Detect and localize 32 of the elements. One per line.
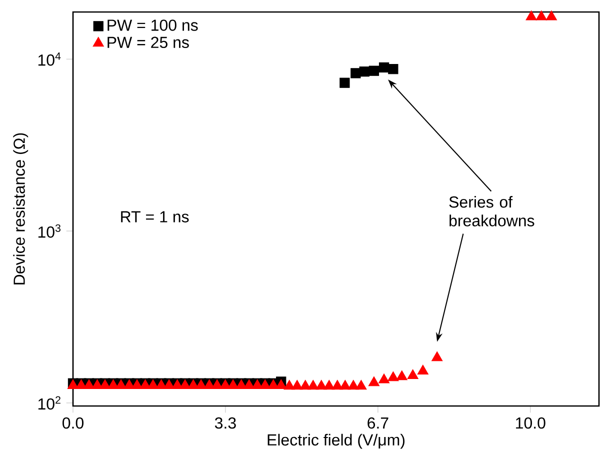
legend-label: PW = 25 ns: [108, 36, 189, 48]
point: [368, 66, 380, 76]
point: [432, 351, 443, 362]
point: [300, 380, 311, 390]
point: [417, 364, 428, 375]
point: [292, 380, 303, 390]
y-axis-title: Device resistance (Ω): [13, 133, 28, 284]
point: [368, 376, 380, 386]
point: [388, 64, 398, 74]
point: [276, 379, 287, 390]
x-tick-label: 6.7: [368, 417, 388, 429]
point: [356, 380, 367, 390]
point: [340, 78, 350, 88]
point: [378, 374, 390, 384]
y-tick-label: 10$^{2}$: [38, 396, 60, 410]
point: [388, 371, 399, 382]
annotation: RT = 1 ns: [121, 211, 189, 222]
annotation: Series of breakdowns: [449, 196, 534, 226]
y-tick-label: 10$^{4}$: [38, 52, 61, 66]
point: [396, 370, 408, 380]
point: [284, 380, 295, 390]
legend-label: PW = 100 ns: [108, 20, 198, 31]
point: [407, 369, 418, 380]
x-tick-label: 3.3: [214, 417, 236, 429]
x-axis-title: Electric field (V/μm): [268, 434, 404, 449]
point: [308, 380, 319, 390]
y-tick-label: 10$^{3}$: [38, 224, 60, 238]
x-tick-label: 0.0: [62, 417, 84, 429]
x-tick-label: 10.0: [516, 417, 546, 429]
point: [324, 380, 335, 390]
point: [340, 380, 351, 390]
point: [359, 66, 370, 77]
